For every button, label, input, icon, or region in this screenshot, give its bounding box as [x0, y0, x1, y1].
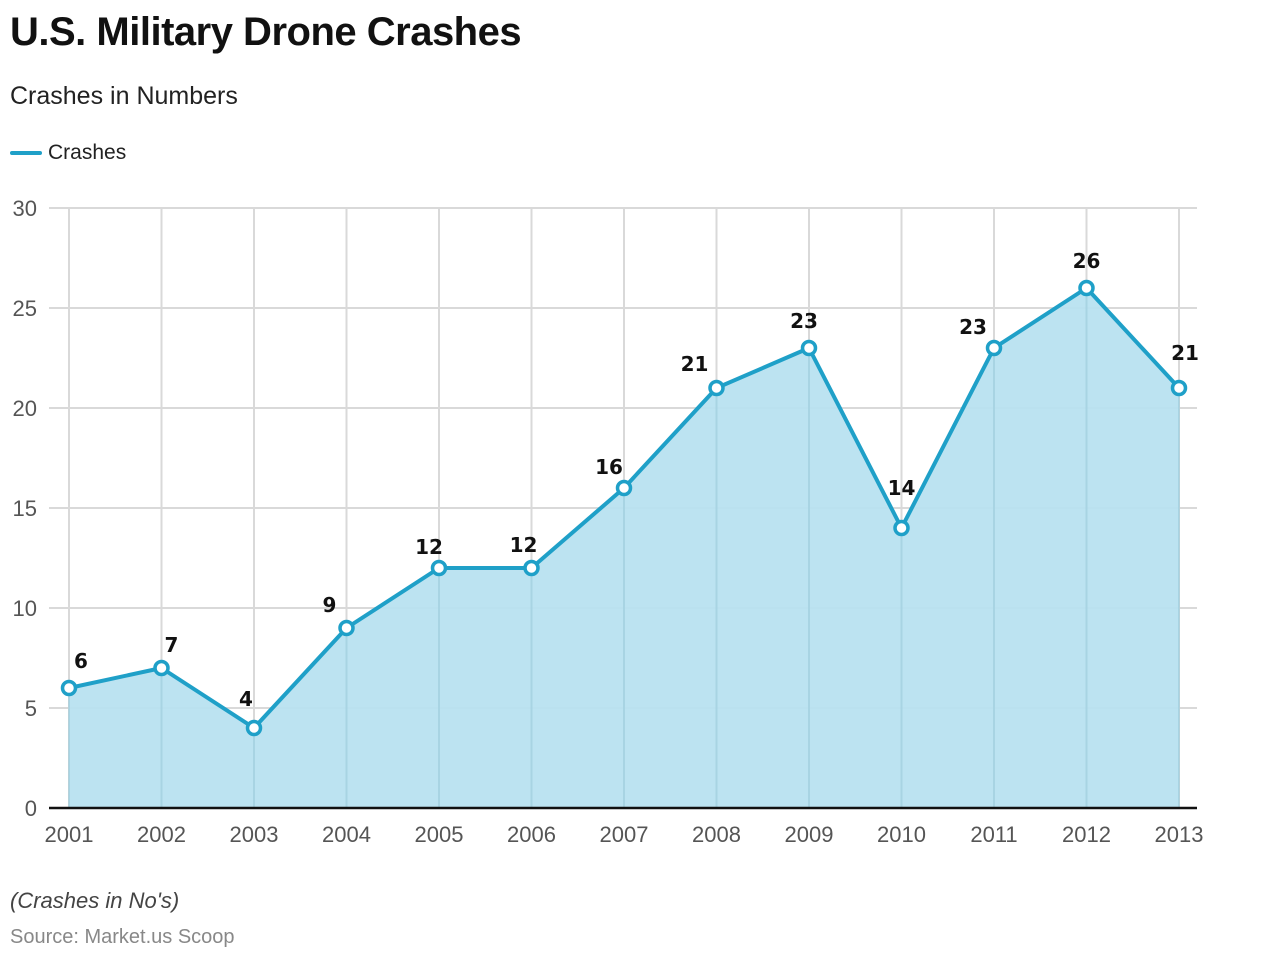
data-point: [615, 479, 633, 497]
legend-swatch-crashes: [10, 151, 42, 155]
data-point: [1170, 379, 1188, 397]
x-tick-label: 2001: [45, 822, 94, 847]
data-label: 23: [790, 309, 818, 333]
data-point: [800, 339, 818, 357]
data-label: 12: [510, 533, 538, 557]
x-tick-label: 2003: [230, 822, 279, 847]
x-tick-label: 2007: [600, 822, 649, 847]
x-tick-label: 2008: [692, 822, 741, 847]
data-point: [153, 659, 170, 677]
legend: Crashes: [10, 141, 126, 165]
x-tick-label: 2002: [137, 822, 186, 847]
y-tick-label: 10: [13, 596, 37, 621]
data-point: [60, 679, 78, 697]
data-point: [985, 339, 1003, 357]
chart-source: Source: Market.us Scoop: [10, 926, 235, 948]
data-label: 7: [165, 633, 179, 657]
y-tick-label: 5: [25, 696, 37, 721]
data-label: 12: [415, 535, 443, 559]
x-tick-label: 2009: [785, 822, 834, 847]
y-tick-label: 30: [13, 196, 37, 221]
x-tick-label: 2011: [970, 822, 1017, 847]
data-point: [708, 379, 725, 397]
legend-label-crashes: Crashes: [48, 141, 127, 164]
data-label: 21: [1171, 341, 1199, 365]
y-tick-label: 0: [25, 796, 37, 821]
data-label: 9: [323, 593, 337, 617]
chart-subtitle: Crashes in Numbers: [10, 82, 238, 110]
chart-title: U.S. Military Drone Crashes: [10, 10, 522, 54]
data-label: 21: [681, 352, 709, 376]
x-tick-label: 2010: [877, 822, 926, 847]
x-tick-label: 2013: [1155, 822, 1204, 847]
y-tick-label: 20: [13, 396, 37, 421]
data-point: [245, 719, 263, 737]
data-point: [338, 619, 355, 637]
data-label: 4: [239, 687, 253, 711]
data-point: [893, 519, 910, 537]
x-tick-label: 2006: [507, 822, 556, 847]
data-label: 14: [888, 476, 916, 500]
x-tick-label: 2005: [415, 822, 464, 847]
data-label: 6: [74, 649, 88, 673]
x-tick-label: 2004: [322, 822, 371, 847]
data-label: 16: [595, 455, 623, 479]
x-tick-label: 2012: [1062, 822, 1111, 847]
y-tick-label: 15: [13, 496, 37, 521]
chart-note: (Crashes in No's): [10, 888, 180, 913]
data-point: [430, 559, 448, 577]
data-point: [1078, 279, 1095, 297]
data-label: 23: [959, 315, 987, 339]
y-tick-label: 25: [13, 296, 37, 321]
data-label: 26: [1073, 249, 1101, 273]
data-point: [523, 559, 540, 577]
